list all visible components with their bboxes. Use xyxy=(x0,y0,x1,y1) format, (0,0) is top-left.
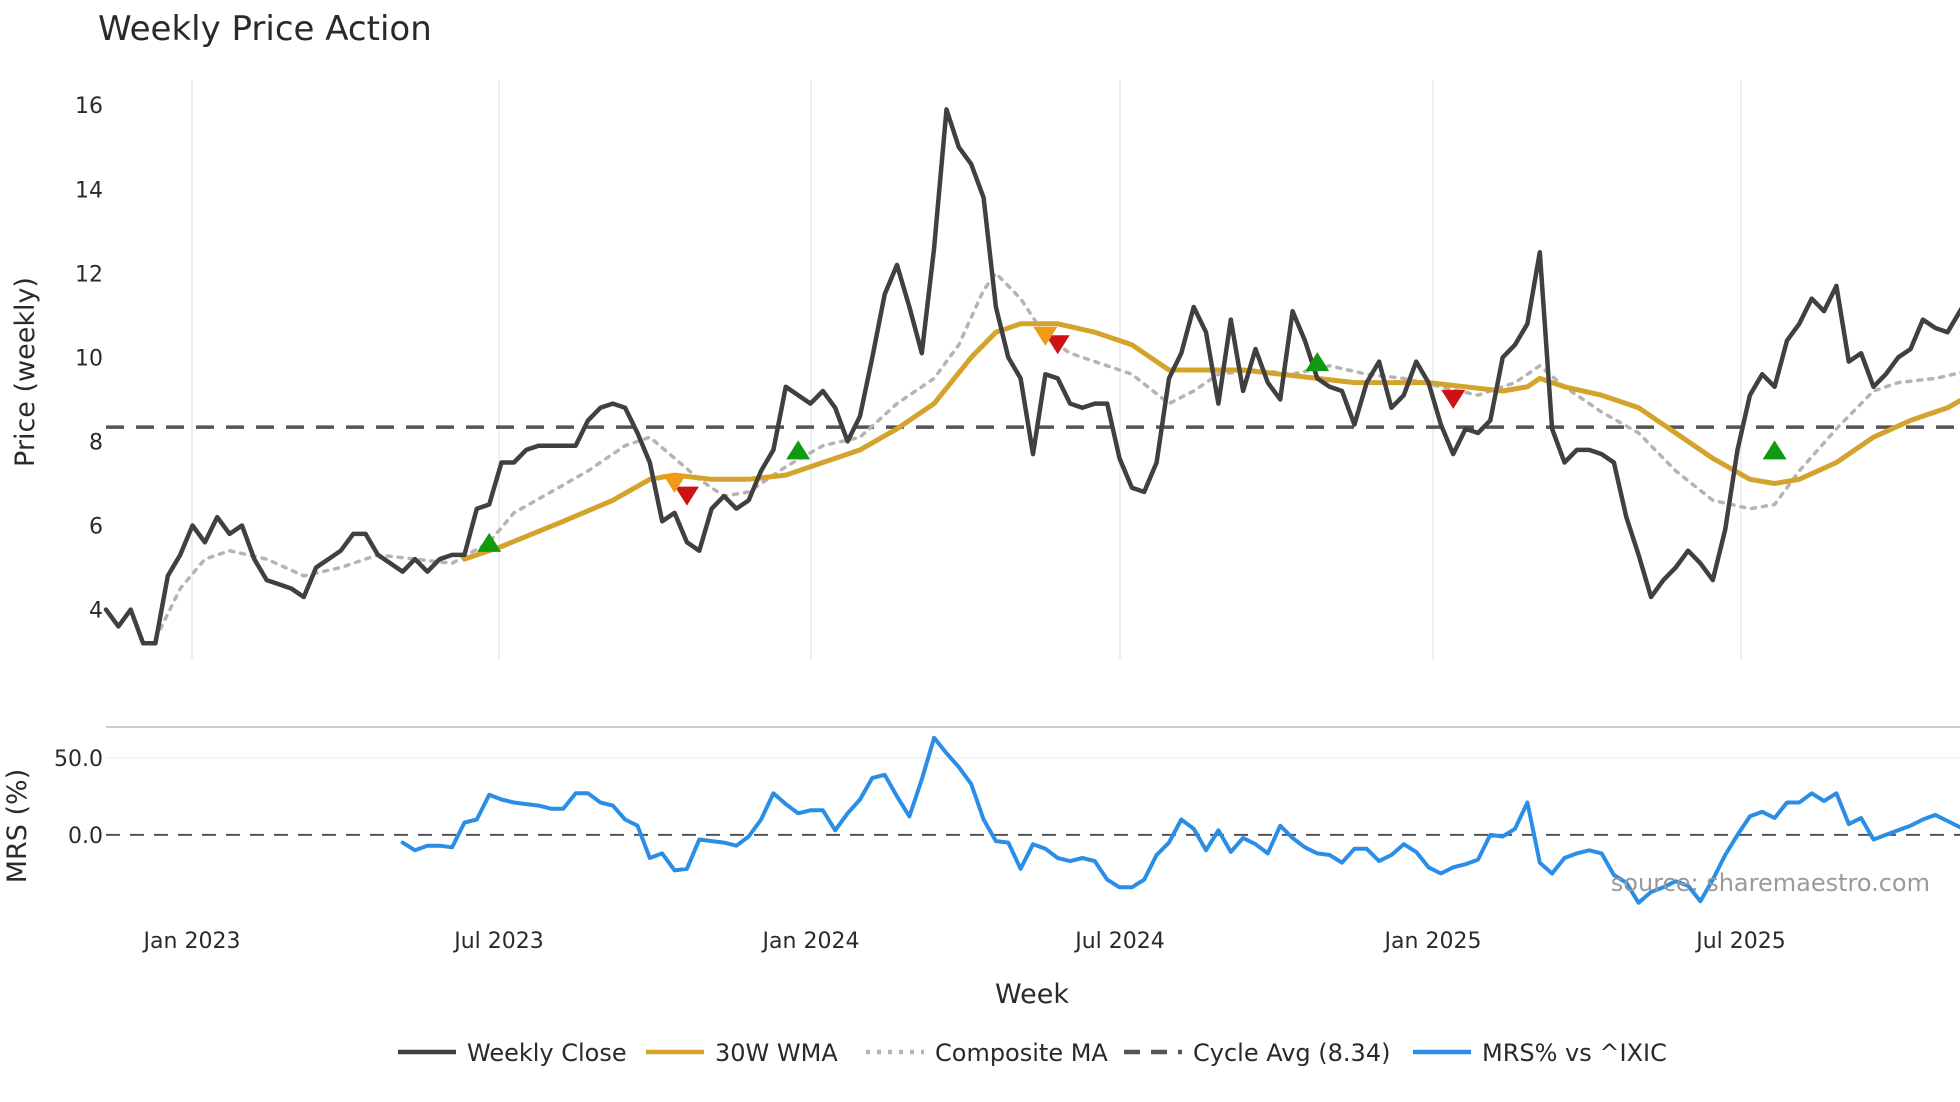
x-tick-label: Jul 2025 xyxy=(1694,929,1786,954)
price-y-tick: 4 xyxy=(89,599,103,624)
x-tick-label: Jan 2023 xyxy=(142,929,241,954)
weekly-close-line xyxy=(103,107,1960,646)
mrs-y-axis-label: MRS (%) xyxy=(2,769,33,884)
legend-item: 30W WMA xyxy=(646,1039,838,1067)
buy-signal-marker xyxy=(1305,352,1330,372)
mrs-y-tick: 50.0 xyxy=(54,747,103,772)
warning-signal-marker xyxy=(1033,326,1058,346)
legend-item: MRS% vs ^IXIC xyxy=(1413,1039,1667,1067)
sell-signal-marker xyxy=(1045,335,1070,355)
sell-signal-marker xyxy=(1441,389,1466,409)
composite-ma-line xyxy=(153,271,1960,641)
mrs-y-tick: 0.0 xyxy=(68,824,103,849)
source-annotation: source: sharemaestro.com xyxy=(1611,869,1930,897)
x-tick-label: Jul 2024 xyxy=(1073,929,1165,954)
price-series xyxy=(103,107,1960,646)
signal-markers xyxy=(477,326,1787,552)
mrs-panel: 0.0 50.0 MRS (%) source: sharemaestro.com xyxy=(2,726,1960,905)
chart-title: Weekly Price Action xyxy=(98,9,432,49)
price-y-tick: 10 xyxy=(75,346,103,371)
buy-signal-marker xyxy=(477,532,502,552)
legend-item: Composite MA xyxy=(866,1039,1108,1067)
buy-signal-marker xyxy=(1762,440,1787,460)
x-axis-ticks: Jan 2023 Jul 2023 Jan 2024 Jul 2024 Jan 2025… xyxy=(142,929,1786,954)
x-tick-label: Jan 2024 xyxy=(761,929,860,954)
legend-label: Weekly Close xyxy=(467,1039,627,1067)
sell-signal-marker xyxy=(674,486,699,506)
price-gridlines xyxy=(191,80,1742,660)
mrs-y-ticks: 0.0 50.0 xyxy=(54,747,1960,849)
mrs-line xyxy=(400,735,1960,905)
price-y-axis-label: Price (weekly) xyxy=(10,277,41,467)
price-panel: 4 6 8 10 12 14 16 Price (weekly) xyxy=(10,80,1960,660)
warning-signal-marker xyxy=(662,473,687,493)
price-y-ticks: 4 6 8 10 12 14 16 xyxy=(75,94,103,623)
buy-signal-marker xyxy=(786,440,811,460)
price-y-tick: 6 xyxy=(89,515,103,540)
legend-label: Cycle Avg (8.34) xyxy=(1193,1039,1390,1067)
legend-label: 30W WMA xyxy=(715,1039,838,1067)
price-y-tick: 8 xyxy=(89,430,103,455)
legend-item: Cycle Avg (8.34) xyxy=(1124,1039,1390,1067)
x-tick-label: Jan 2025 xyxy=(1383,929,1482,954)
legend: Weekly Close 30W WMA Composite MA Cycle Avg… xyxy=(398,1039,1667,1067)
price-y-tick: 16 xyxy=(75,94,103,119)
x-axis-label: Week xyxy=(995,979,1069,1010)
x-tick-label: Jul 2023 xyxy=(452,929,544,954)
price-y-tick: 14 xyxy=(75,178,103,203)
legend-label: Composite MA xyxy=(935,1039,1108,1067)
mrs-series xyxy=(400,735,1960,905)
legend-item: Weekly Close xyxy=(398,1039,627,1067)
legend-label: MRS% vs ^IXIC xyxy=(1482,1039,1667,1067)
price-y-tick: 12 xyxy=(75,262,103,287)
